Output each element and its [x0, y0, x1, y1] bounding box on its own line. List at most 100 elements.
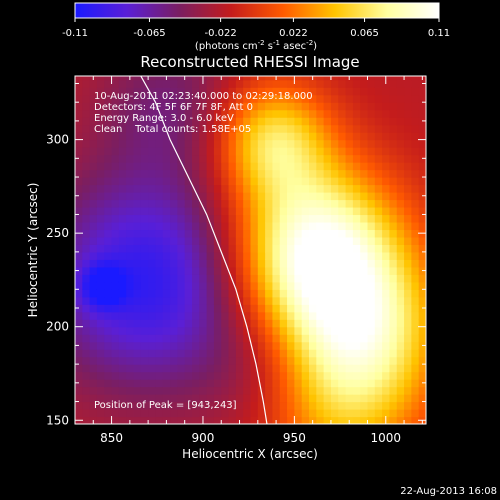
heatmap-cell — [162, 251, 171, 260]
heatmap-cell — [140, 192, 149, 201]
heatmap-cell — [294, 409, 303, 418]
heatmap-cell — [235, 401, 244, 410]
heatmap-cell — [316, 177, 325, 186]
heatmap-cell — [404, 289, 412, 298]
heatmap-cell — [170, 124, 178, 133]
heatmap-cell — [82, 199, 91, 208]
heatmap-cell — [206, 259, 215, 268]
heatmap-cell — [272, 371, 281, 380]
heatmap-cell — [155, 364, 164, 373]
heatmap-cell — [184, 266, 193, 275]
heatmap-cell — [140, 364, 149, 373]
heatmap-cell — [221, 147, 230, 156]
heatmap-cell — [279, 206, 288, 216]
heatmap-cell — [96, 184, 105, 193]
heatmap-cell — [192, 296, 200, 305]
heatmap-cell — [104, 147, 113, 156]
heatmap-cell — [250, 221, 259, 231]
heatmap-cell — [382, 244, 391, 253]
heatmap-cell — [396, 289, 405, 298]
heatmap-cell — [221, 364, 230, 373]
heatmap-cell — [104, 371, 113, 380]
heatmap-cell — [221, 169, 230, 178]
heatmap-cell — [177, 177, 186, 186]
heatmap-cell — [404, 274, 412, 283]
heatmap-cell — [199, 199, 208, 208]
heatmap-cell — [104, 244, 113, 253]
heatmap-cell — [118, 206, 127, 216]
heatmap-cell — [323, 184, 332, 193]
heatmap-cell — [382, 289, 391, 298]
heatmap-cell — [418, 184, 426, 193]
heatmap-cell — [250, 266, 259, 275]
heatmap-cell — [75, 132, 83, 141]
heatmap-cell — [140, 139, 149, 148]
heatmap-cell — [316, 296, 325, 305]
heatmap-cell — [126, 94, 135, 103]
heatmap-cell — [265, 177, 274, 186]
heatmap-cell — [345, 266, 354, 275]
heatmap-cell — [323, 259, 332, 268]
heatmap-cell — [389, 296, 398, 305]
heatmap-cell — [265, 199, 274, 208]
heatmap-cell — [301, 319, 310, 328]
heatmap-cell — [111, 311, 120, 320]
heatmap-cell — [228, 236, 237, 245]
heatmap-cell — [75, 371, 83, 380]
heatmap-cell — [177, 244, 186, 253]
heatmap-cell — [243, 319, 252, 328]
heatmap-cell — [411, 139, 420, 148]
heatmap-cell — [206, 79, 215, 88]
heatmap-cell — [184, 229, 193, 238]
heatmap-cell — [352, 177, 361, 186]
heatmap-cell — [148, 416, 157, 424]
heatmap-cell — [96, 147, 105, 156]
heatmap-cell — [360, 274, 369, 283]
heatmap-cell — [389, 214, 398, 223]
heatmap-cell — [330, 214, 339, 223]
heatmap-cell — [235, 394, 244, 403]
heatmap-cell — [418, 289, 426, 298]
heatmap-cell — [257, 379, 266, 388]
heatmap-cell — [250, 117, 259, 126]
heatmap-cell — [133, 274, 142, 283]
heatmap-cell — [199, 259, 208, 268]
heatmap-cell — [228, 147, 237, 156]
heatmap-cell — [330, 184, 339, 193]
heatmap-cell — [111, 409, 120, 418]
heatmap-cell — [279, 319, 288, 328]
heatmap-cell — [382, 102, 391, 111]
heatmap-cell — [199, 289, 208, 298]
heatmap-cell — [118, 199, 127, 208]
heatmap-cell — [75, 334, 83, 343]
heatmap-cell — [352, 236, 361, 245]
heatmap-cell — [345, 311, 354, 320]
heatmap-cell — [287, 117, 295, 126]
heatmap-cell — [250, 109, 259, 118]
heatmap-cell — [155, 401, 164, 410]
heatmap-cell — [82, 371, 91, 380]
heatmap-cell — [272, 311, 281, 320]
heatmap-cell — [177, 259, 186, 268]
heatmap-cell — [257, 319, 266, 328]
heatmap-cell — [250, 409, 259, 418]
heatmap-cell — [82, 341, 91, 350]
heatmap-cell — [221, 236, 230, 245]
heatmap-cell — [360, 364, 369, 373]
heatmap-cell — [323, 394, 332, 403]
heatmap-cell — [294, 416, 303, 424]
heatmap-cell — [257, 259, 266, 268]
heatmap-cell — [309, 296, 317, 305]
heatmap-cell — [250, 94, 259, 103]
colorbar-tick-label: -0.065 — [133, 28, 165, 39]
heatmap-cell — [206, 236, 215, 245]
heatmap-cell — [148, 356, 157, 365]
heatmap-cell — [118, 371, 127, 380]
heatmap-cell — [330, 341, 339, 350]
heatmap-cell — [118, 169, 127, 178]
heatmap-cell — [213, 192, 222, 201]
heatmap-cell — [243, 356, 252, 365]
heatmap-cell — [104, 192, 113, 201]
heatmap-cell — [265, 184, 274, 193]
heatmap-cell — [257, 236, 266, 245]
